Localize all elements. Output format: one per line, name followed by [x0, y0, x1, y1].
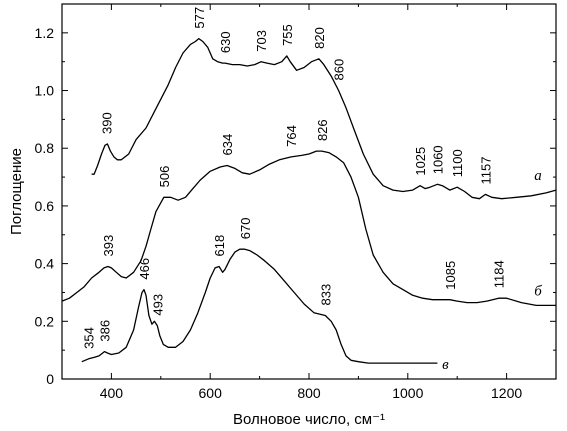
x-tick-label: 600 [199, 385, 223, 401]
peak-label: 755 [280, 24, 295, 46]
curve-label-2: б [534, 283, 542, 299]
x-tick-label: 400 [100, 385, 124, 401]
series-group [61, 37, 557, 364]
y-tick-label: 0.8 [35, 140, 55, 156]
peak-label: 826 [315, 119, 330, 141]
y-tick-label: 0.2 [35, 313, 55, 329]
curve-labels-group: а б в [442, 168, 542, 373]
y-tick-label: 0 [46, 371, 54, 387]
peak-label: 630 [218, 31, 233, 53]
peak-label: 764 [284, 125, 299, 147]
axes-group: 400 600 800 1000 1200 0 0.2 0.4 0.6 0.8 1.0 1.2 [35, 3, 557, 401]
peak-label: 820 [312, 27, 327, 49]
series-line-1 [91, 37, 557, 200]
x-axis-title: Волновое число, см⁻¹ [233, 411, 385, 428]
plot-frame [61, 3, 557, 380]
peak-label: 618 [212, 235, 227, 257]
peak-label: 466 [137, 258, 152, 280]
series-line-2 [61, 150, 556, 307]
curve-label-1: а [534, 168, 542, 184]
peak-label: 577 [192, 7, 207, 29]
peak-label: 393 [101, 235, 116, 257]
y-axis-title: Поглощение [8, 148, 25, 235]
peak-label: 1100 [450, 149, 465, 177]
peak-label: 386 [97, 320, 112, 342]
y-tick-label: 0.4 [35, 256, 55, 272]
peak-label: 670 [238, 218, 253, 240]
peak-label: 506 [157, 166, 172, 188]
peak-label: 354 [82, 327, 97, 349]
y-tick-label: 1.2 [35, 25, 55, 41]
peak-label: 1157 [478, 156, 493, 184]
peak-label: 634 [220, 134, 235, 156]
x-tick-label: 1200 [491, 385, 522, 401]
peak-label: 833 [318, 284, 333, 306]
peak-label: 1025 [413, 147, 428, 176]
peak-label: 390 [100, 112, 115, 134]
x-tick-label: 1000 [392, 385, 423, 401]
curve-label-3: в [442, 357, 449, 373]
x-tick-label: 800 [297, 385, 321, 401]
peak-label: 1085 [443, 261, 458, 290]
y-tick-label: 0.6 [35, 198, 55, 214]
peak-label: 1060 [430, 145, 445, 174]
peak-label: 493 [150, 294, 165, 316]
y-tick-label: 1.0 [35, 83, 55, 99]
peak-label: 703 [254, 30, 269, 52]
peak-label: 860 [332, 59, 347, 81]
peak-annotations-group: 390 577 630 703 755 820 860 1025 1060 1100 1157 393… [82, 7, 507, 349]
series-line-3 [81, 248, 438, 364]
peak-label: 1184 [492, 260, 507, 288]
